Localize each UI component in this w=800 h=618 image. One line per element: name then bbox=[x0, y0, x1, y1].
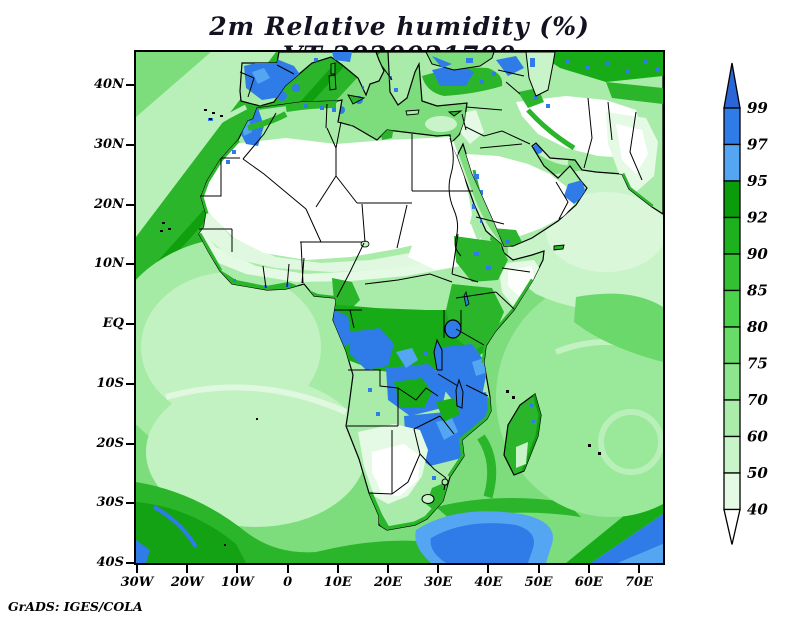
lon-tick-label: 10W bbox=[221, 575, 254, 590]
lon-tick-label: 60E bbox=[574, 575, 603, 590]
lat-tick bbox=[126, 143, 134, 146]
lon-tick-label: 0 bbox=[283, 575, 293, 590]
caspian-sea bbox=[525, 51, 556, 97]
lat-tick-label: 40S bbox=[96, 555, 124, 570]
colorbar-level-label: 85 bbox=[747, 282, 768, 300]
lat-tick bbox=[126, 84, 134, 86]
colorbar-level-label: 97 bbox=[747, 136, 768, 154]
lat-tick bbox=[126, 562, 134, 564]
colorbar-band bbox=[723, 180, 741, 219]
lon-tick bbox=[587, 565, 590, 573]
colorbar-level-label: 40 bbox=[747, 501, 768, 519]
colorbar-band bbox=[723, 399, 741, 438]
colorbar-band bbox=[723, 435, 741, 474]
lon-tick bbox=[537, 565, 540, 573]
ocean-shading bbox=[106, 48, 726, 563]
lon-tick-label: 50E bbox=[524, 575, 553, 590]
lon-tick bbox=[336, 565, 339, 573]
colorbar-top-arrow bbox=[723, 62, 741, 109]
lat-tick-label: 20S bbox=[96, 435, 124, 451]
lat-tick-label: 40N bbox=[94, 77, 124, 92]
lat-tick-label: 10S bbox=[96, 375, 124, 391]
colorbar-band bbox=[723, 472, 741, 511]
nile-river bbox=[448, 137, 462, 257]
lon-tick bbox=[186, 565, 189, 573]
colorbar-level-label: 70 bbox=[747, 391, 768, 409]
colorbar-level-label: 99 bbox=[747, 99, 768, 117]
lat-tick bbox=[126, 382, 134, 385]
lon-tick bbox=[437, 565, 440, 573]
colorbar-band bbox=[723, 216, 741, 255]
humidity-map bbox=[106, 48, 726, 563]
colorbar-level-label: 90 bbox=[747, 245, 768, 263]
lon-tick bbox=[387, 565, 389, 573]
map-frame bbox=[106, 48, 726, 565]
lat-tick-label: 30S bbox=[96, 495, 124, 511]
lat-tick-label: 30N bbox=[94, 136, 124, 152]
lon-tick-label: 20W bbox=[170, 575, 204, 590]
island-specks bbox=[160, 109, 601, 546]
lat-tick-label: EQ bbox=[102, 316, 124, 331]
colorbar-level-label: 95 bbox=[747, 172, 768, 190]
colorbar-band bbox=[723, 143, 741, 182]
colorbar-band bbox=[723, 326, 741, 365]
colorbar-band bbox=[723, 289, 741, 328]
colorbar-level-label: 92 bbox=[747, 209, 768, 227]
lat-tick-label: 20N bbox=[94, 196, 124, 212]
lat-tick bbox=[126, 442, 134, 445]
islands bbox=[328, 62, 565, 251]
colorbar-level-label: 60 bbox=[747, 428, 768, 446]
lon-tick bbox=[487, 565, 490, 573]
colorbar-level-label: 80 bbox=[747, 318, 768, 336]
lon-tick bbox=[638, 565, 640, 573]
black-sea bbox=[425, 51, 495, 71]
colorbar-level-label: 75 bbox=[747, 355, 768, 373]
lon-tick bbox=[136, 565, 138, 573]
lon-tick bbox=[286, 565, 289, 573]
lat-tick bbox=[126, 263, 134, 266]
lon-tick-label: 40E bbox=[474, 575, 503, 590]
lon-tick bbox=[236, 565, 239, 573]
colorbar-level-label: 50 bbox=[747, 464, 768, 482]
lat-tick bbox=[126, 203, 134, 206]
lon-tick-label: 20E bbox=[374, 575, 402, 590]
colorbar-band bbox=[723, 107, 741, 146]
colorbar-band bbox=[723, 362, 741, 401]
colorbar-bottom-arrow bbox=[723, 508, 741, 545]
lon-tick-label: 70E bbox=[625, 575, 653, 590]
lon-tick-label: 10E bbox=[323, 575, 352, 590]
lon-tick-label: 30E bbox=[424, 575, 453, 590]
grads-credit: GrADS: IGES/COLA bbox=[8, 599, 143, 614]
humidity-colorbar: 99 97 95 92 90 85 80 75 70 60 50 40 bbox=[723, 62, 768, 545]
lakes bbox=[360, 240, 470, 409]
colorbar-band bbox=[723, 253, 741, 292]
lat-tick bbox=[126, 502, 134, 505]
lon-tick-label: 30W bbox=[120, 575, 154, 590]
lat-tick-label: 10N bbox=[94, 256, 124, 272]
country-borders bbox=[199, 64, 643, 495]
lat-tick bbox=[126, 323, 134, 325]
small-states bbox=[421, 478, 449, 504]
